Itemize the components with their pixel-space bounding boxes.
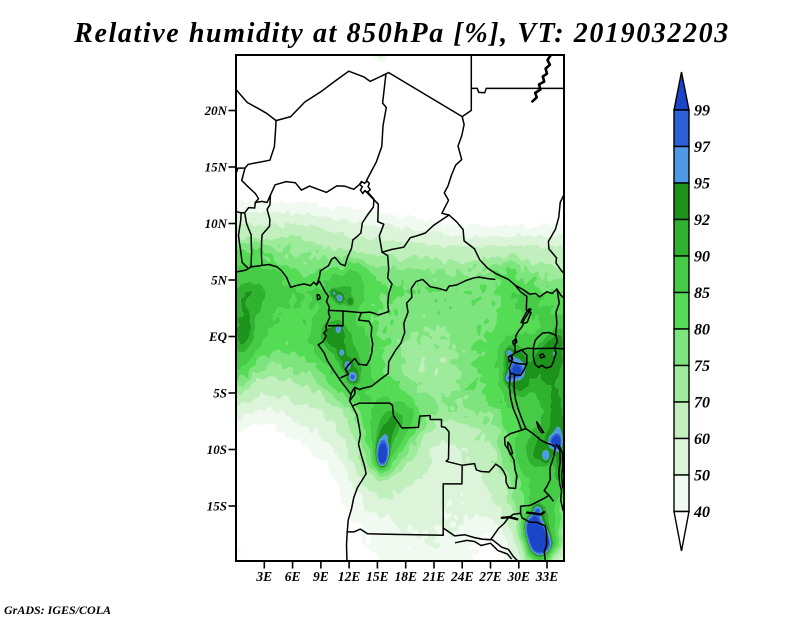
svg-text:10S: 10S [207, 442, 227, 457]
svg-text:30E: 30E [507, 569, 531, 584]
svg-text:33E: 33E [535, 569, 559, 584]
svg-text:99: 99 [694, 103, 710, 120]
svg-text:80: 80 [694, 322, 710, 339]
svg-text:70: 70 [694, 395, 710, 412]
svg-text:75: 75 [694, 358, 710, 375]
svg-text:3E: 3E [255, 569, 272, 584]
svg-text:95: 95 [694, 176, 710, 193]
svg-text:20N: 20N [204, 103, 228, 118]
svg-text:92: 92 [694, 212, 710, 229]
svg-text:85: 85 [694, 285, 710, 302]
svg-text:9E: 9E [313, 569, 329, 584]
svg-text:15E: 15E [366, 569, 389, 584]
svg-text:21E: 21E [422, 569, 446, 584]
svg-text:10N: 10N [205, 216, 228, 231]
svg-text:60: 60 [694, 431, 710, 448]
svg-text:GrADS: IGES/COLA: GrADS: IGES/COLA [4, 603, 111, 617]
svg-text:18E: 18E [394, 569, 417, 584]
svg-text:12E: 12E [338, 569, 361, 584]
svg-text:50: 50 [694, 468, 710, 485]
svg-text:24E: 24E [450, 569, 474, 584]
svg-text:15S: 15S [207, 499, 227, 514]
svg-text:6E: 6E [285, 569, 301, 584]
svg-text:97: 97 [694, 139, 711, 156]
svg-text:5N: 5N [211, 273, 228, 288]
svg-text:5S: 5S [213, 386, 227, 401]
svg-text:Relative humidity at 850hPa [%: Relative humidity at 850hPa [%], VT: 201… [73, 18, 730, 49]
svg-text:27E: 27E [478, 569, 502, 584]
svg-text:15N: 15N [205, 160, 228, 175]
svg-text:90: 90 [694, 249, 710, 266]
svg-text:40: 40 [693, 504, 710, 521]
svg-text:EQ: EQ [208, 329, 228, 344]
